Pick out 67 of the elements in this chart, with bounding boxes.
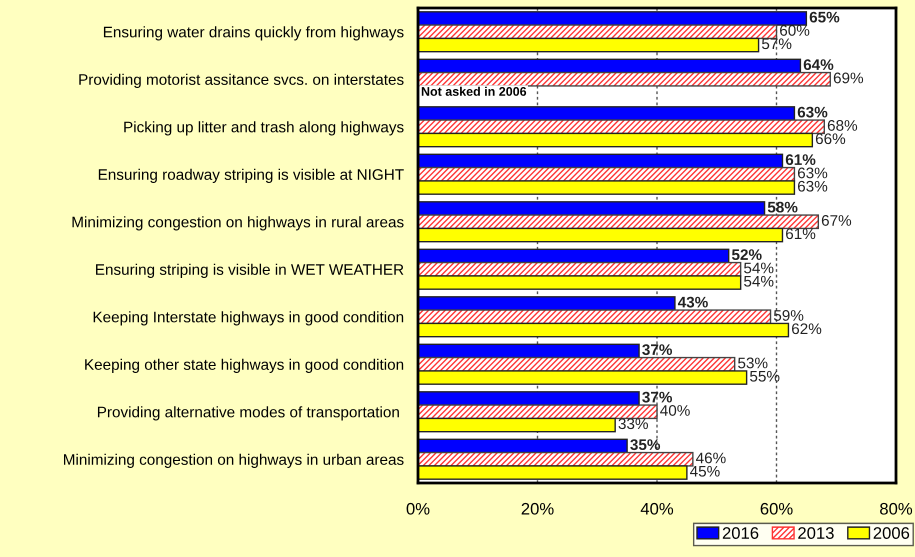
data-label: 63% xyxy=(798,180,828,192)
y-tick-label: Providing alternative modes of transportation xyxy=(98,406,399,420)
bar xyxy=(418,132,814,148)
data-label: 57% xyxy=(762,38,792,50)
data-label: 58% xyxy=(768,202,798,213)
data-label: 59% xyxy=(774,310,804,321)
x-tick-label: 80% xyxy=(880,502,912,515)
data-label: 54% xyxy=(744,262,774,274)
x-tick-label: 40% xyxy=(640,502,674,515)
y-tick-label: Keeping Interstate highways in good condition xyxy=(94,311,404,326)
data-label: 37% xyxy=(642,392,672,403)
data-label: 52% xyxy=(732,249,762,260)
y-tick-label: Ensuring striping is visible in WET WEATHER xyxy=(96,264,404,278)
bar xyxy=(418,228,784,242)
data-label: 55% xyxy=(750,370,780,382)
y-tick-label: Ensuring water drains quickly from highways xyxy=(104,26,404,40)
data-label: 33% xyxy=(618,418,648,430)
x-tick-label: 60% xyxy=(760,502,793,515)
y-tick-label: Minimizing congestion on highways in rural areas xyxy=(72,216,404,230)
bar xyxy=(418,370,748,385)
data-label: 68% xyxy=(828,120,858,131)
data-label: 67% xyxy=(822,215,852,226)
data-label: 60% xyxy=(780,25,810,36)
data-label: 65% xyxy=(810,12,840,23)
bar xyxy=(418,322,790,338)
y-tick-label: Minimizing congestion on highways in urban areas xyxy=(64,454,404,468)
bar xyxy=(418,180,796,195)
data-label: 43% xyxy=(678,296,708,308)
bar xyxy=(418,201,766,216)
bar xyxy=(418,438,628,454)
data-label: 61% xyxy=(786,154,816,166)
x-tick-label: 20% xyxy=(522,502,554,515)
y-tick-label: Keeping other state highways in good condition xyxy=(85,358,404,373)
y-tick-label: Ensuring roadway striping is visible at NIGHT xyxy=(98,168,404,183)
bar xyxy=(418,106,796,121)
bar xyxy=(418,344,640,358)
y-tick-label: Providing motorist assitance svcs. on interstates xyxy=(79,74,404,88)
bar xyxy=(418,465,688,480)
data-label: 63% xyxy=(798,168,828,178)
data-label: 37% xyxy=(642,344,672,356)
data-label: 62% xyxy=(792,323,822,334)
data-label: 53% xyxy=(738,358,768,368)
bar xyxy=(418,58,802,74)
legend-label: 2016 xyxy=(722,527,758,539)
bar xyxy=(418,248,730,264)
data-label: 35% xyxy=(630,439,660,450)
data-label: 66% xyxy=(816,133,846,144)
bar xyxy=(418,275,742,290)
annotation: Not asked in 2006 xyxy=(422,86,526,96)
y-tick-label: Picking up litter and trash along highways xyxy=(124,121,404,136)
data-label: 40% xyxy=(660,405,690,416)
legend-label: 2006 xyxy=(874,527,910,539)
bar xyxy=(418,154,784,168)
data-label: 69% xyxy=(834,72,864,84)
bar xyxy=(418,11,808,26)
bar xyxy=(418,296,676,311)
data-label: 63% xyxy=(798,106,828,118)
bar xyxy=(418,38,760,52)
legend-label: 2013 xyxy=(798,527,834,539)
data-label: 54% xyxy=(744,276,774,287)
data-label: 45% xyxy=(690,466,720,477)
bar xyxy=(418,391,640,406)
data-label: 46% xyxy=(696,452,726,464)
data-label: 61% xyxy=(786,228,816,240)
data-label: 64% xyxy=(804,59,834,70)
bar xyxy=(418,418,616,432)
x-tick-label: 0% xyxy=(406,502,430,515)
